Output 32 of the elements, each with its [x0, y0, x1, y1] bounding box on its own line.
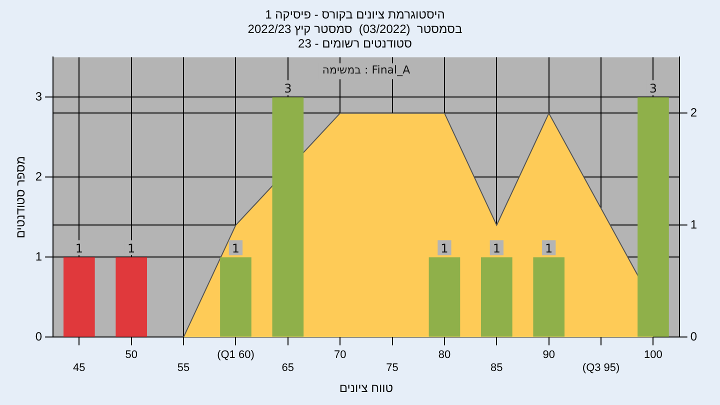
- x-tick-label: 50: [125, 348, 138, 361]
- x-tick-label: (Q1 60): [217, 348, 254, 361]
- x-tick-label: 70: [334, 348, 346, 361]
- y-tick-label: 0: [35, 330, 42, 344]
- x-tick-label: 45: [73, 362, 86, 374]
- x-axis-title: טווח ציונים: [339, 381, 394, 396]
- x-tick-label: 90: [542, 348, 555, 361]
- x-tick-label: 85: [490, 362, 503, 374]
- data-label: 1: [128, 241, 136, 256]
- data-label: 1: [232, 241, 240, 256]
- data-label: 1: [75, 241, 83, 256]
- data-label: 1: [492, 241, 500, 256]
- x-tick-label: 80: [438, 348, 451, 361]
- x-tick-label: 100: [644, 348, 662, 361]
- x-tick-label: 65: [282, 362, 294, 374]
- data-label: 1: [545, 241, 553, 256]
- annotation: במשימה : Final_A: [322, 64, 411, 77]
- chart-title: היסטוגרמת ציונים בקורס - פיסיקה 1: [265, 8, 445, 22]
- y-tick-label: 3: [35, 90, 42, 104]
- data-label: 1: [440, 241, 448, 256]
- data-label: 3: [649, 81, 658, 96]
- x-tick-label: (Q3 95): [582, 362, 620, 374]
- y2-tick-label: 2: [690, 106, 698, 120]
- y-axis-title: מספר סטודנטים: [14, 156, 28, 238]
- y-tick-label: 2: [35, 170, 42, 184]
- data-label: 3: [284, 81, 292, 96]
- y-tick-label: 1: [35, 250, 42, 264]
- x-tick-label: 55: [177, 362, 190, 374]
- y2-tick-label: 1: [690, 218, 698, 232]
- y2-tick-label: 0: [690, 330, 698, 344]
- x-tick-label: 75: [386, 362, 398, 374]
- chart-subtitle: בסמסטר (03/2022) סמסטר קיץ 2022/23 סטודנטים רשומים - 23: [248, 22, 462, 50]
